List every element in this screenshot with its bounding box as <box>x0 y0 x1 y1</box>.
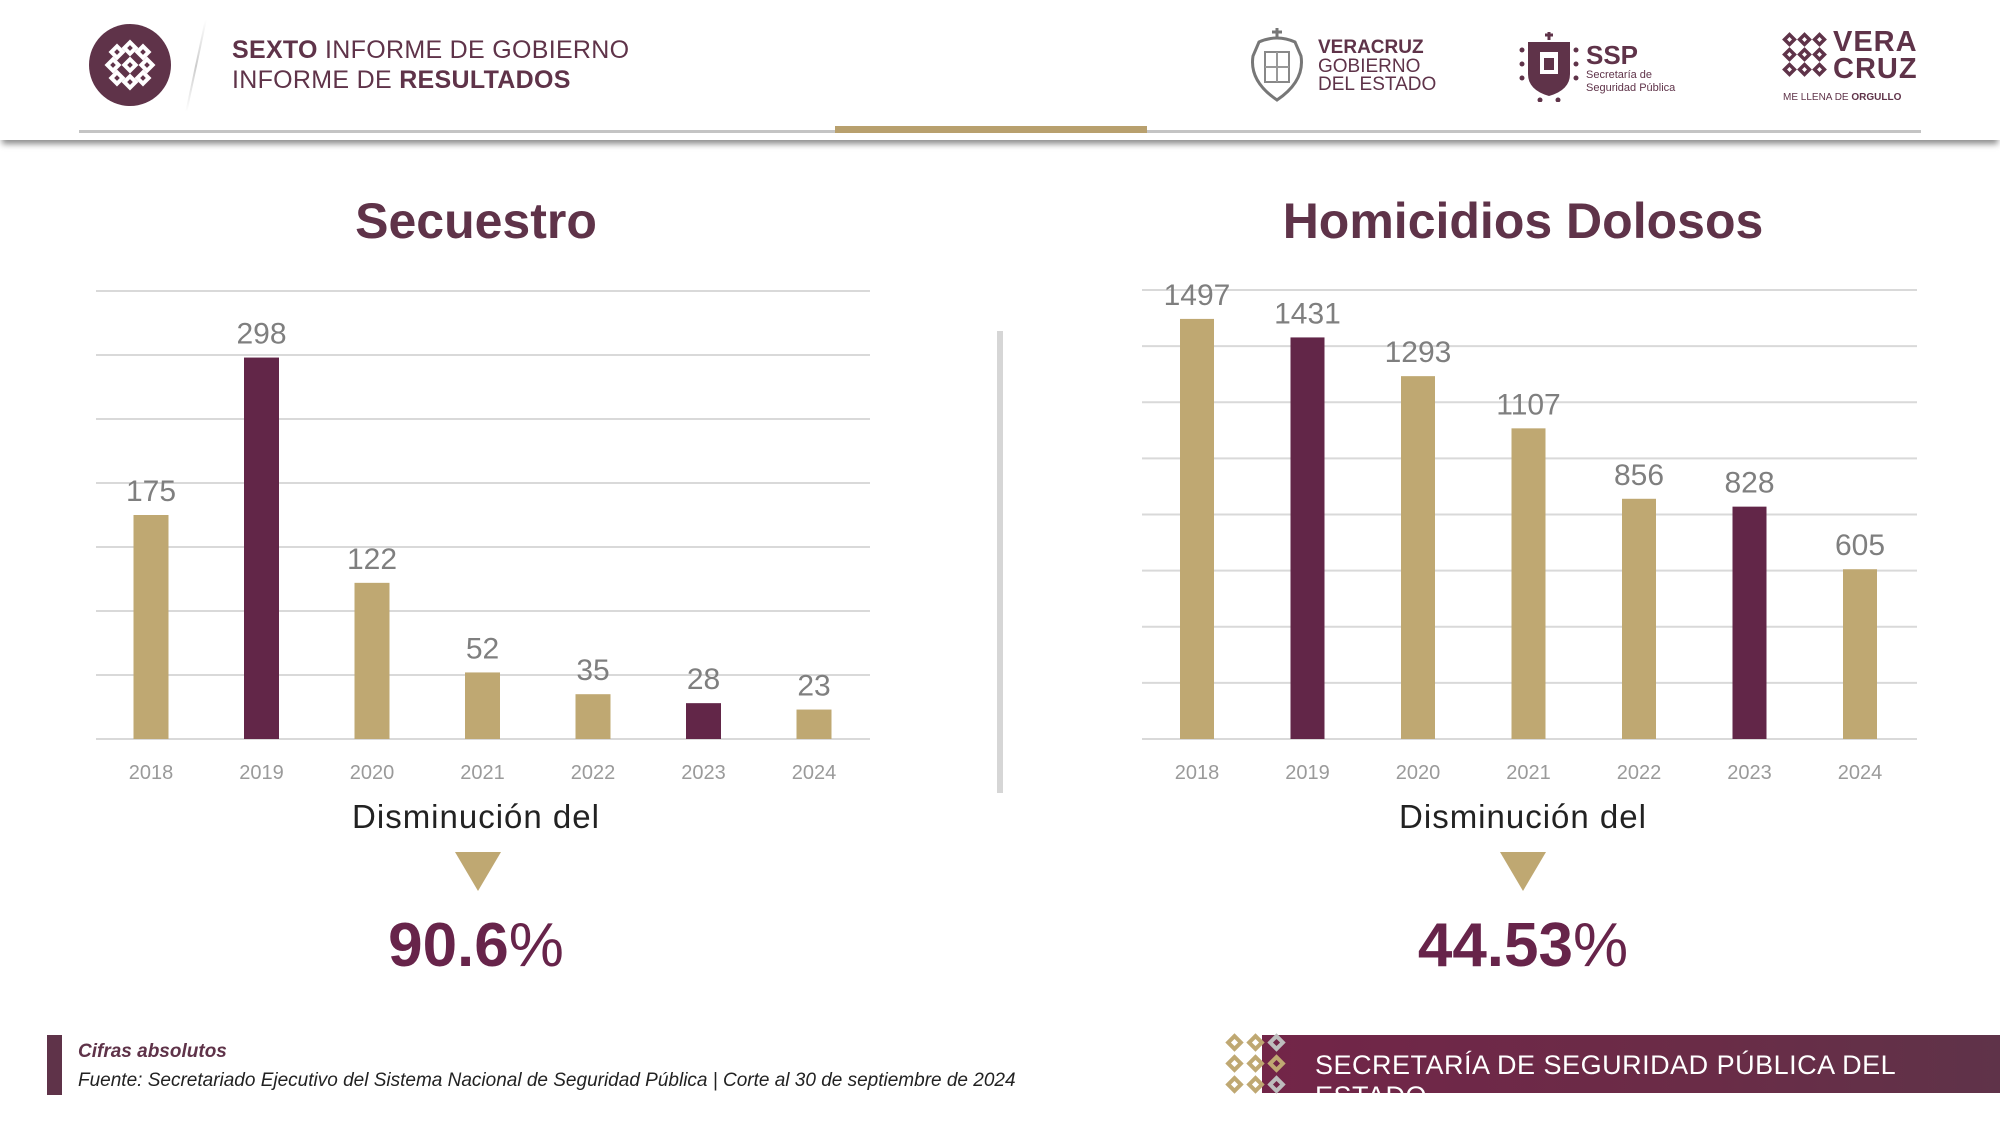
decrease-value-homicidios: 44.53% <box>1323 910 1723 981</box>
veracruz-brand-line1: VERA <box>1833 26 1918 58</box>
percent-sign: % <box>508 911 564 980</box>
down-triangle-icon <box>455 852 501 891</box>
data-label-2018: 1497 <box>1164 279 1231 312</box>
ssp-shield-icon <box>1519 32 1579 102</box>
bar-2019 <box>1290 337 1325 739</box>
bar-2024 <box>796 709 832 739</box>
data-label-2022: 35 <box>576 654 609 687</box>
data-label-2021: 1107 <box>1496 388 1561 421</box>
veracruz-brand-tagline: ME LLENA DE ORGULLO <box>1783 93 1901 103</box>
government-emblem-logo <box>89 24 171 106</box>
header-subtitle-bold: RESULTADOS <box>399 66 571 94</box>
percent-sign: % <box>1573 911 1629 980</box>
charts-canvas: 175 2018 298 2019 122 2020 52 2021 35 2022 28 2023 2… <box>96 279 1917 784</box>
bar-2023 <box>686 703 721 739</box>
header-accent-bar <box>835 126 1147 133</box>
chart-homicidios: 1497 2018 1431 2019 1293 2020 1107 2021 856 2022 8… <box>1142 279 1917 784</box>
bar-2020 <box>1401 376 1435 739</box>
decrease-label-secuestro: Disminución del <box>352 798 600 835</box>
bar-2020 <box>354 582 390 739</box>
footer-note: Cifras absolutos <box>78 1041 227 1062</box>
data-label-2020: 122 <box>347 543 397 576</box>
veracruz-logo-title: VERACRUZ <box>1318 37 1424 58</box>
percent-number: 44.53 <box>1417 911 1573 980</box>
pattern-icon <box>104 39 156 91</box>
x-tick-label: 2021 <box>1506 762 1551 784</box>
tagline-bold: ORGULLO <box>1851 92 1902 103</box>
center-divider <box>997 331 1003 793</box>
tagline-normal: ME LLENA DE <box>1783 92 1852 103</box>
footer-band-text: SECRETARÍA DE SEGURIDAD PÚBLICA DEL ESTA… <box>1315 1050 1896 1111</box>
header: SEXTO INFORME DE GOBIERNO INFORME DE RES… <box>0 0 2000 140</box>
footer-pattern-icon <box>1225 1033 1286 1094</box>
down-triangle-icon <box>1500 852 1546 891</box>
bar-2023 <box>1732 506 1767 739</box>
decrease-label-homicidios: Disminución del <box>1399 798 1647 835</box>
footer-band <box>1262 1035 2000 1093</box>
veracruz-brand-line2: CRUZ <box>1833 53 1918 85</box>
bar-2018 <box>1180 318 1214 739</box>
bar-2024 <box>1843 569 1877 739</box>
data-label-2024: 605 <box>1835 529 1885 562</box>
chart-title-homicidios: Homicidios Dolosos <box>1282 193 1764 249</box>
x-tick-label: 2020 <box>350 762 395 784</box>
data-label-2018: 175 <box>126 475 176 508</box>
data-label-2021: 52 <box>466 632 499 665</box>
chart-title-secuestro: Secuestro <box>355 193 597 249</box>
bar-2021 <box>1511 428 1546 739</box>
x-tick-label: 2024 <box>1838 762 1883 784</box>
data-label-2022: 856 <box>1614 459 1664 492</box>
percent-number: 90.6 <box>388 911 509 980</box>
veracruz-coat-of-arms-icon <box>1251 28 1303 102</box>
footer-source: Fuente: Secretariado Ejecutivo del Siste… <box>78 1070 1016 1091</box>
data-label-2023: 28 <box>687 663 720 696</box>
x-tick-label: 2018 <box>1175 762 1220 784</box>
data-label-2019: 298 <box>236 318 286 351</box>
footer-accent-bar <box>47 1035 62 1095</box>
x-tick-label: 2024 <box>792 762 837 784</box>
ssp-logo-line1: Secretaría de <box>1586 69 1653 81</box>
header-title-bold: SEXTO <box>232 36 318 64</box>
x-tick-label: 2019 <box>1285 762 1330 784</box>
ssp-logo-title: SSP <box>1586 40 1639 70</box>
bar-2018 <box>133 515 169 739</box>
bar-2022 <box>1622 498 1656 739</box>
veracruz-brand-pattern-icon <box>1782 32 1827 77</box>
header-title-line2: INFORME DE RESULTADOS <box>232 66 571 95</box>
header-title-line1: SEXTO INFORME DE GOBIERNO <box>232 36 629 65</box>
x-tick-label: 2020 <box>1396 762 1441 784</box>
veracruz-logo-line2: GOBIERNO <box>1318 56 1421 77</box>
header-title-rest: INFORME DE GOBIERNO <box>317 36 630 64</box>
data-label-2020: 1293 <box>1385 336 1452 369</box>
x-tick-label: 2021 <box>460 762 505 784</box>
data-label-2024: 23 <box>797 670 830 703</box>
data-label-2023: 828 <box>1724 467 1774 500</box>
x-tick-label: 2019 <box>239 762 284 784</box>
chart-secuestro: 175 2018 298 2019 122 2020 52 2021 35 2022 28 2023 2… <box>96 290 870 784</box>
x-tick-label: 2022 <box>571 762 616 784</box>
data-label-2019: 1431 <box>1274 297 1341 330</box>
veracruz-logo-line3: DEL ESTADO <box>1318 74 1437 95</box>
decrease-value-secuestro: 90.6% <box>276 910 676 981</box>
x-tick-label: 2018 <box>129 762 174 784</box>
bar-2022 <box>575 694 611 739</box>
bar-2019 <box>244 357 279 739</box>
x-tick-label: 2023 <box>1727 762 1772 784</box>
bar-2021 <box>465 672 500 739</box>
x-tick-label: 2022 <box>1617 762 1662 784</box>
ssp-logo-line2: Seguridad Pública <box>1586 82 1676 94</box>
header-subtitle-rest: INFORME DE <box>232 66 400 94</box>
x-tick-label: 2023 <box>681 762 726 784</box>
